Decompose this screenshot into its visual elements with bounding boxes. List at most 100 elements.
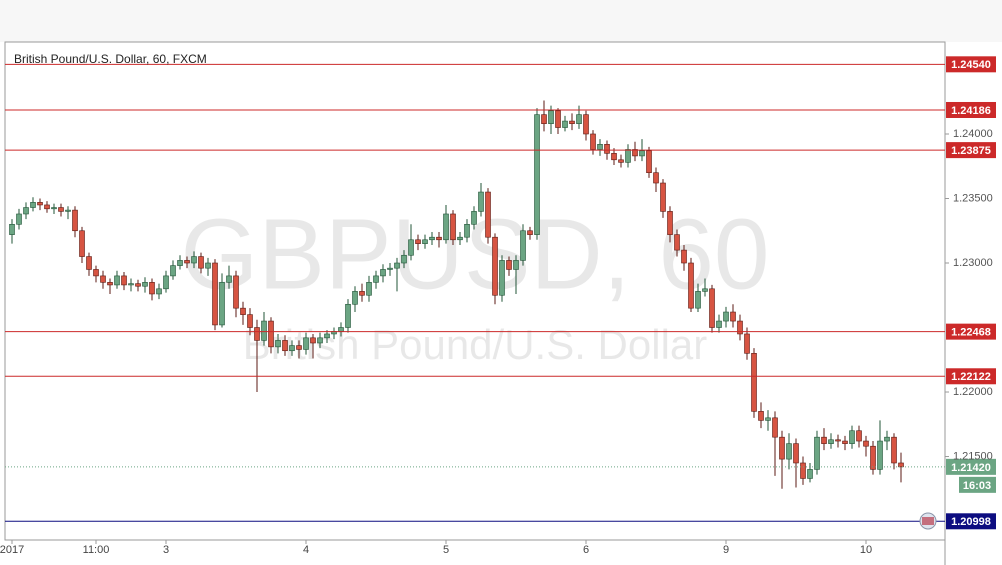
- candle-body: [352, 291, 358, 305]
- x-tick-label: 11:00: [83, 544, 110, 556]
- candle-body: [478, 191, 484, 212]
- top-bar: [0, 0, 1002, 42]
- level-label-box: [946, 513, 996, 530]
- candle-body: [821, 436, 827, 444]
- candle-body: [520, 230, 526, 261]
- candle-body: [485, 191, 491, 238]
- x-tick-label: 10: [860, 544, 872, 556]
- candle-body: [156, 288, 162, 295]
- candle-body: [709, 288, 715, 328]
- level-label-box: [946, 458, 996, 475]
- candle-body: [51, 207, 57, 210]
- candle-body: [534, 114, 540, 235]
- candle-body: [457, 236, 463, 241]
- candle-body: [44, 204, 50, 210]
- x-tick-label: 5: [443, 544, 449, 556]
- candle-body: [583, 114, 589, 135]
- candle-body: [653, 172, 659, 184]
- y-tick-label: 1.23500: [953, 192, 993, 204]
- candle-body: [65, 209, 71, 212]
- candle-body: [856, 430, 862, 442]
- candle-body: [310, 337, 316, 344]
- candle-body: [170, 265, 176, 277]
- countdown: 16:03: [963, 480, 991, 492]
- candle-body: [611, 153, 617, 161]
- candle-body: [9, 223, 15, 235]
- candle-body: [121, 275, 127, 286]
- level-label: 1.22468: [951, 327, 991, 339]
- level-label: 1.23875: [951, 145, 991, 157]
- candle-body: [513, 260, 519, 270]
- y-tick-label: 1.24000: [953, 128, 993, 140]
- candle-body: [807, 469, 813, 479]
- candle-body: [450, 213, 456, 241]
- candle-body: [198, 256, 204, 269]
- y-tick-label: 1.23000: [953, 257, 993, 269]
- candle-body: [688, 262, 694, 309]
- candle-body: [373, 275, 379, 283]
- candle-body: [548, 110, 554, 124]
- candle-body: [303, 337, 309, 350]
- candle-body: [226, 275, 232, 283]
- candle-body: [247, 314, 253, 328]
- countdown-box: [959, 476, 996, 493]
- level-label: 1.20998: [951, 516, 991, 528]
- candle-body: [527, 230, 533, 235]
- candle-body: [86, 256, 92, 270]
- candle-body: [387, 267, 393, 270]
- candle-body: [422, 239, 428, 244]
- candle-body: [282, 340, 288, 352]
- candle-body: [597, 144, 603, 150]
- candle-body: [254, 327, 260, 341]
- candle-body: [380, 269, 386, 277]
- candle-body: [296, 345, 302, 350]
- candle-body: [835, 439, 841, 442]
- candle-body: [205, 262, 211, 269]
- candle-body: [436, 236, 442, 241]
- candle-body: [408, 239, 414, 256]
- flag-stripe: [922, 517, 934, 525]
- candle-body: [135, 283, 141, 287]
- y-tick-label: 1.21500: [953, 450, 993, 462]
- candle-body: [401, 254, 407, 264]
- x-tick-label: 6: [583, 544, 589, 556]
- candle-body: [702, 288, 708, 292]
- candle-body: [863, 440, 869, 447]
- level-label: 1.24540: [951, 59, 991, 71]
- candle-body: [569, 120, 575, 124]
- candle-body: [107, 282, 113, 286]
- candle-body: [191, 256, 197, 264]
- level-label-box: [946, 101, 996, 118]
- candle-body: [786, 443, 792, 460]
- candle-body: [359, 291, 365, 296]
- candle-body: [324, 333, 330, 339]
- candle-body: [695, 291, 701, 309]
- candle-body: [72, 209, 78, 232]
- level-label-box: [946, 142, 996, 159]
- candle-body: [37, 202, 43, 206]
- level-label-box: [946, 56, 996, 73]
- candle-body: [604, 144, 610, 154]
- candle-body: [898, 462, 904, 468]
- candle-body: [730, 311, 736, 322]
- candle-body: [576, 114, 582, 124]
- candle-body: [128, 283, 134, 286]
- candle-body: [632, 149, 638, 157]
- candle-body: [394, 262, 400, 269]
- candle-body: [492, 236, 498, 296]
- x-tick-label: 3: [163, 544, 169, 556]
- candle-body: [877, 440, 883, 470]
- candle-body: [506, 260, 512, 270]
- candle-body: [289, 345, 295, 352]
- candle-body: [667, 211, 673, 235]
- candle-body: [219, 282, 225, 326]
- candle-body: [163, 275, 169, 290]
- candle-body: [338, 327, 344, 332]
- level-label: 1.24186: [951, 105, 991, 117]
- candle-body: [149, 282, 155, 295]
- candle-body: [366, 282, 372, 296]
- candle-body: [240, 307, 246, 315]
- level-label-box: [946, 323, 996, 340]
- candle-body: [275, 340, 281, 348]
